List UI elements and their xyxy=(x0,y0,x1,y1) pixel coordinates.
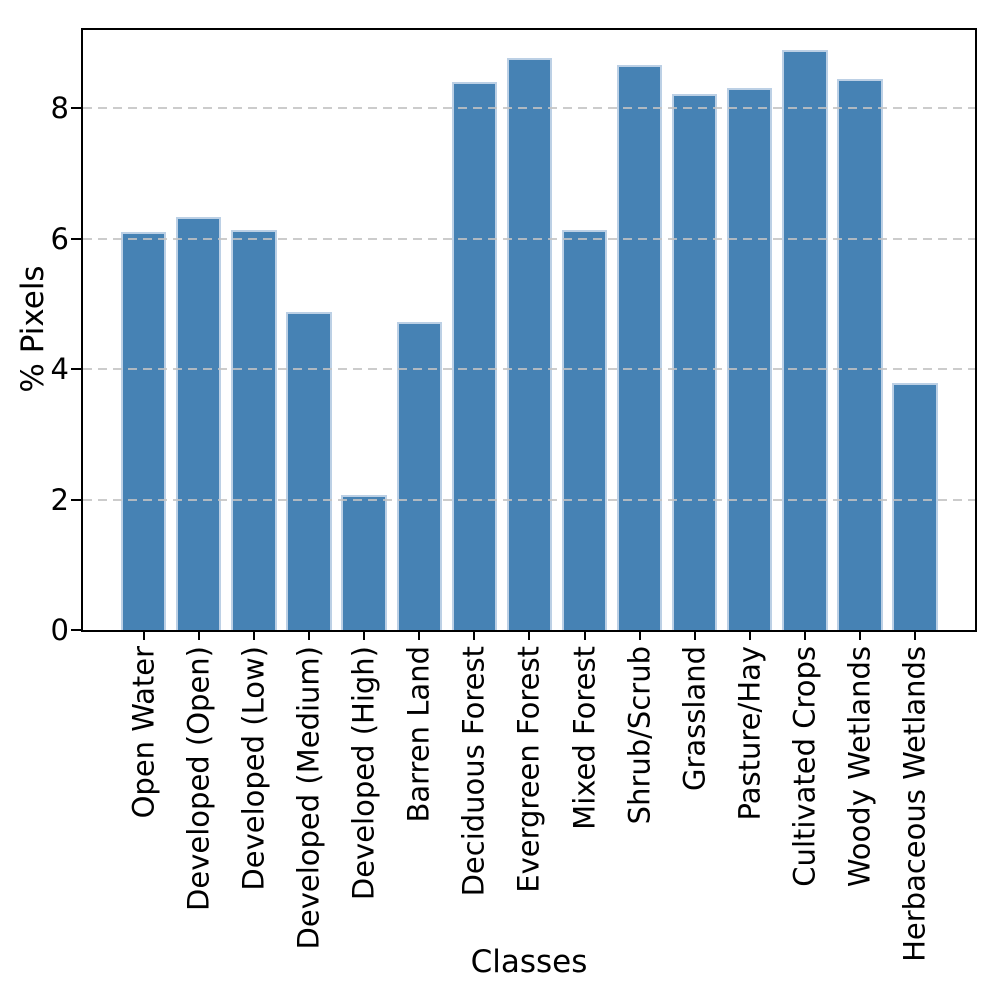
x-tick-mark xyxy=(859,632,861,640)
bar-cultivated-crops xyxy=(782,50,828,630)
x-tick-label-developed-low: Developed (Low) xyxy=(236,646,271,891)
x-tick-label-developed-high: Developed (High) xyxy=(346,646,381,901)
x-tick-mark xyxy=(693,632,696,640)
bar-herbaceous-wetlands xyxy=(892,383,938,630)
bar-developed-low xyxy=(231,230,277,630)
x-tick-mark xyxy=(914,632,917,640)
y-tick-mark xyxy=(71,629,81,631)
x-tick-label-cultivated-crops: Cultivated Crops xyxy=(787,646,822,887)
x-tick-mark xyxy=(748,632,751,640)
x-tick-mark xyxy=(308,632,310,640)
x-tick-label-herbaceous-wetlands: Herbaceous Wetlands xyxy=(897,646,932,962)
x-tick-label-deciduous-forest: Deciduous Forest xyxy=(456,646,491,897)
bar-developed-open xyxy=(176,217,222,630)
y-tick-label-2: 2 xyxy=(50,482,69,517)
bar-grassland xyxy=(672,94,718,630)
gridline-y-2 xyxy=(83,499,975,501)
x-tick-mark xyxy=(638,632,641,640)
bar-pasture-hay xyxy=(727,88,773,630)
x-tick-mark xyxy=(803,632,806,640)
gridline-y-4 xyxy=(83,368,975,370)
y-tick-mark xyxy=(71,368,81,371)
x-tick-mark xyxy=(363,632,366,640)
gridline-y-6 xyxy=(83,238,975,240)
bar-deciduous-forest xyxy=(451,82,497,630)
bar-evergreen-forest xyxy=(506,58,553,630)
plot-area xyxy=(81,28,977,632)
y-axis-title: % Pixels xyxy=(15,265,51,393)
x-tick-mark xyxy=(197,632,200,640)
x-tick-label-open-water: Open Water xyxy=(126,646,161,819)
x-tick-mark xyxy=(528,632,531,640)
y-tick-mark xyxy=(71,107,81,110)
bar-open-water xyxy=(121,232,167,630)
bar-woody-wetlands xyxy=(837,79,883,630)
x-axis-title: Classes xyxy=(470,944,588,980)
x-tick-label-developed-medium: Developed (Medium) xyxy=(291,646,326,950)
x-tick-label-barren-land: Barren Land xyxy=(401,646,436,823)
x-tick-label-pasture-hay: Pasture/Hay xyxy=(732,646,767,821)
x-tick-mark xyxy=(473,632,476,640)
gridline-y-8 xyxy=(83,107,975,109)
bar-shrub-scrub xyxy=(616,65,663,630)
x-tick-label-mixed-forest: Mixed Forest xyxy=(567,646,601,830)
x-tick-label-shrub-scrub: Shrub/Scrub xyxy=(622,646,657,825)
x-tick-label-woody-wetlands: Woody Wetlands xyxy=(842,646,877,888)
y-tick-label-0: 0 xyxy=(50,613,69,647)
x-tick-mark xyxy=(252,632,255,640)
y-tick-label-8: 8 xyxy=(50,91,69,126)
x-tick-label-evergreen-forest: Evergreen Forest xyxy=(511,646,546,893)
y-tick-mark xyxy=(71,498,81,501)
x-tick-mark xyxy=(418,632,421,640)
bar-barren-land xyxy=(396,322,442,630)
x-tick-mark xyxy=(142,632,145,640)
y-tick-mark xyxy=(71,237,81,240)
x-tick-label-grassland: Grassland xyxy=(677,646,712,791)
y-tick-label-4: 4 xyxy=(50,352,69,387)
x-tick-label-developed-open: Developed (Open) xyxy=(181,646,216,911)
bar-developed-high xyxy=(341,495,387,630)
bar-developed-medium xyxy=(286,312,332,630)
y-tick-label-6: 6 xyxy=(50,221,69,256)
bar-mixed-forest xyxy=(561,230,608,630)
x-tick-mark xyxy=(583,632,586,640)
